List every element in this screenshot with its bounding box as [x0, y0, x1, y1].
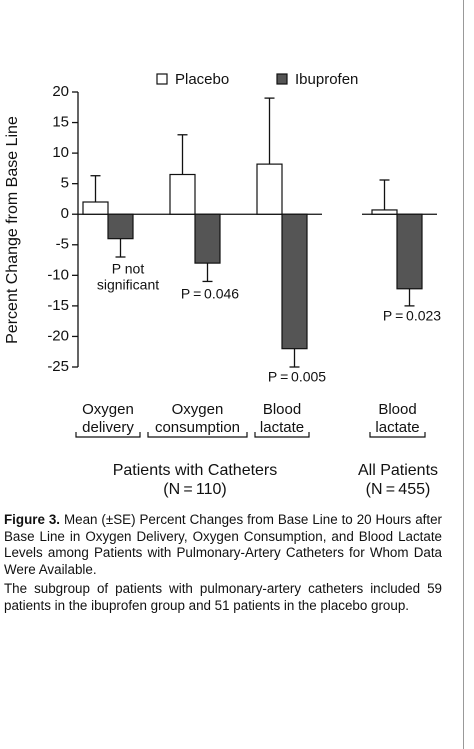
y-tick-label: 0 [61, 205, 69, 222]
category-bracket [369, 432, 426, 438]
bar [396, 213, 423, 290]
bar [194, 213, 221, 264]
y-tick-label: 5 [61, 175, 69, 192]
group-label: (N = 455) [366, 481, 431, 498]
legend-swatch [276, 73, 288, 85]
category-bracket [75, 432, 141, 438]
caption-note: The subgroup of patients with pulmonary-… [4, 581, 442, 613]
caption-text: Mean (±SE) Percent Changes from Base Lin… [4, 512, 442, 577]
figure-label: Figure 3. [4, 512, 61, 527]
y-tick-label: -20 [47, 327, 69, 344]
y-tick-label: 20 [52, 83, 69, 100]
category-bracket [147, 432, 248, 438]
bar [169, 173, 196, 215]
chart: 20 15 10 5 0 -5 -10 -15 -20 -25 Percent Change fro… [4, 71, 441, 498]
y-tick-label: 10 [52, 144, 69, 161]
category-bracket [254, 432, 310, 438]
y-tick-label: -10 [47, 266, 69, 283]
category-label: lactate [260, 419, 304, 436]
category-label: Blood [263, 401, 301, 418]
border [463, 0, 464, 749]
y-tick-label: -5 [56, 236, 69, 253]
y-axis-label: Percent Change from Base Line [4, 116, 21, 344]
y-tick-label: -15 [47, 297, 69, 314]
category-label: lactate [375, 419, 419, 436]
group-label: All Patients [358, 462, 438, 479]
caption-main: Figure 3. Mean (±SE) Percent Changes fro… [4, 512, 442, 578]
legend-label: Placebo [175, 71, 229, 88]
category-label: Oxygen [82, 401, 134, 418]
category-label: delivery [82, 419, 134, 436]
annotation: P = 0.046 [181, 286, 239, 302]
annotation: P not [112, 261, 145, 277]
group-label: (N = 110) [163, 481, 226, 498]
bar [281, 213, 308, 350]
y-tick-label: -25 [47, 358, 69, 375]
category-label: Blood [378, 401, 416, 418]
annotation: P = 0.005 [268, 369, 326, 385]
bar [256, 163, 283, 215]
bar [82, 201, 109, 215]
annotation: P = 0.023 [383, 308, 441, 324]
category-label: Oxygen [172, 401, 224, 418]
legend-swatch [156, 73, 168, 85]
group-label: Patients with Catheters [113, 462, 278, 479]
legend-label: Ibuprofen [295, 71, 358, 88]
bar [371, 209, 398, 215]
caption: Figure 3. Mean (±SE) Percent Changes fro… [4, 512, 442, 617]
annotation: significant [97, 277, 159, 293]
category-label: consumption [155, 419, 240, 436]
bar [107, 213, 134, 240]
y-tick-label: 15 [52, 114, 69, 131]
